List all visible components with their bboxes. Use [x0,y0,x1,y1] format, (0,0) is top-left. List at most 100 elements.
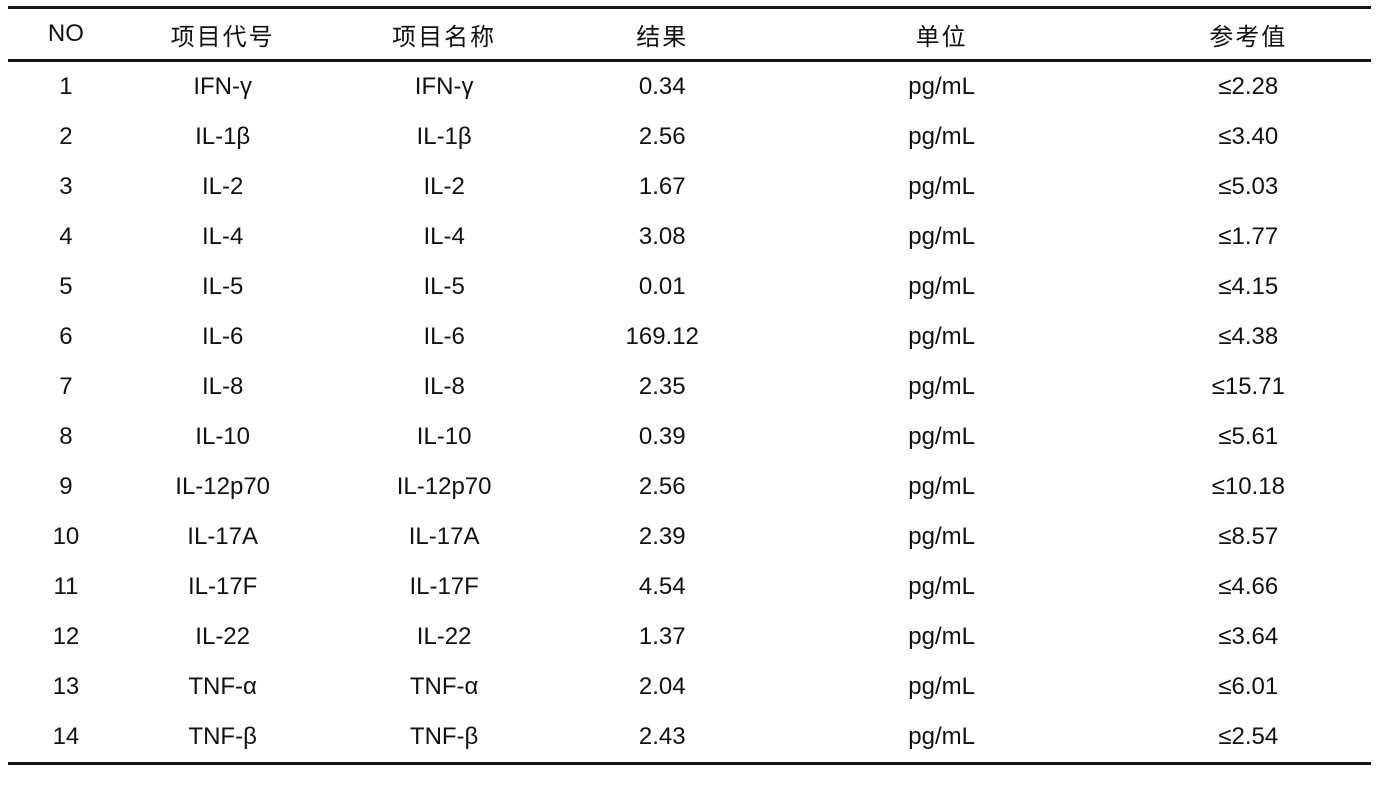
cell-code: IL-10 [195,423,250,450]
cell-result: 2.43 [638,723,686,750]
cell-name: TNF-β [409,723,479,750]
cell-ref: ≤3.64 [1218,623,1279,650]
column-header-item-name: 项目名称 [392,23,497,51]
cell-result: 1.37 [638,623,686,650]
cell-code: IL-22 [195,623,250,650]
cell-result: 1.67 [638,173,686,200]
cell-unit: pg/mL [908,423,975,450]
cell-ref: ≤4.15 [1218,273,1279,300]
cell-unit: pg/mL [908,373,975,400]
cell-code: IL-1β [195,123,251,150]
column-header-item-code: 项目代号 [170,23,275,51]
cell-ref: ≤15.71 [1211,373,1285,400]
cell-name: IL-12p70 [396,473,492,500]
cell-result: 2.35 [638,373,686,400]
cell-code: IL-6 [201,323,244,350]
table-body: 1 IFN-γ IFN-γ 0.34 pg/mL ≤2.28 2 IL-1β IL-1β 2.56… [8,61,1371,764]
cell-name: IL-17F [409,573,479,600]
table-row: 11 IL-17F IL-17F 4.54 pg/mL ≤4.66 [8,562,1371,612]
cell-no: 5 [59,273,73,300]
cell-result: 4.54 [638,573,686,600]
cell-name: IL-6 [423,323,465,350]
cell-code: IFN-γ [193,73,252,100]
cell-unit: pg/mL [908,223,975,250]
cell-unit: pg/mL [908,123,975,150]
cell-no: 10 [52,523,80,550]
column-header-unit: 单位 [915,23,968,51]
cell-result: 0.01 [638,273,686,300]
cell-unit: pg/mL [908,323,975,350]
cell-no: 8 [59,423,73,450]
cell-result: 2.04 [638,673,686,700]
cell-no: 9 [59,473,73,500]
table-row: 9 IL-12p70 IL-12p70 2.56 pg/mL ≤10.18 [8,462,1371,512]
cell-ref: ≤2.54 [1218,723,1279,750]
cytokine-results-table: NO 项目代号 项目名称 结果 单位 参考值 1 IFN-γ IFN-γ 0.34 pg… [8,6,1371,765]
cell-unit: pg/mL [908,623,975,650]
cell-ref: ≤6.01 [1218,673,1279,700]
column-header-result: 结果 [636,23,689,51]
cell-ref: ≤4.66 [1218,573,1279,600]
cell-unit: pg/mL [908,573,975,600]
cell-code: TNF-β [188,723,257,750]
cell-ref: ≤2.28 [1218,73,1279,100]
cell-name: IL-22 [416,623,472,650]
cell-unit: pg/mL [908,673,975,700]
cell-no: 3 [59,173,73,200]
table-header: NO 项目代号 项目名称 结果 单位 参考值 [8,7,1371,61]
cell-code: IL-8 [201,373,244,400]
table-row: 14 TNF-β TNF-β 2.43 pg/mL ≤2.54 [8,712,1371,764]
table-row: 10 IL-17A IL-17A 2.39 pg/mL ≤8.57 [8,512,1371,562]
cell-unit: pg/mL [908,73,975,100]
cell-unit: pg/mL [908,273,975,300]
cell-name: IFN-γ [414,73,474,100]
table-row: 8 IL-10 IL-10 0.39 pg/mL ≤5.61 [8,412,1371,462]
cell-no: 13 [52,673,80,700]
cell-name: IL-1β [416,123,472,150]
table-row: 6 IL-6 IL-6 169.12 pg/mL ≤4.38 [8,312,1371,362]
cell-result: 169.12 [625,323,699,350]
cell-ref: ≤5.03 [1218,173,1279,200]
cell-code: TNF-α [188,673,257,700]
cell-name: IL-2 [423,173,465,200]
table-row: 1 IFN-γ IFN-γ 0.34 pg/mL ≤2.28 [8,61,1371,113]
cell-name: IL-17A [408,523,480,550]
table-row: 4 IL-4 IL-4 3.08 pg/mL ≤1.77 [8,212,1371,262]
cell-ref: ≤10.18 [1211,473,1285,500]
cell-code: IL-4 [201,223,244,250]
cell-name: IL-5 [423,273,465,300]
cell-code: IL-12p70 [175,473,271,500]
cell-result: 3.08 [638,223,686,250]
table-row: 13 TNF-α TNF-α 2.04 pg/mL ≤6.01 [8,662,1371,712]
cell-no: 2 [59,123,73,150]
cell-no: 12 [52,623,80,650]
cell-no: 14 [52,723,80,750]
cell-ref: ≤8.57 [1218,523,1279,550]
table-row: 7 IL-8 IL-8 2.35 pg/mL ≤15.71 [8,362,1371,412]
cell-no: 11 [53,573,79,600]
cell-ref: ≤1.77 [1218,223,1279,250]
cell-code: IL-17A [187,523,259,550]
cell-result: 2.56 [638,123,686,150]
cell-no: 6 [59,323,73,350]
cell-unit: pg/mL [908,723,975,750]
cell-ref: ≤3.40 [1218,123,1279,150]
cell-result: 2.39 [638,523,686,550]
column-header-reference: 参考值 [1209,23,1288,51]
table-row: 5 IL-5 IL-5 0.01 pg/mL ≤4.15 [8,262,1371,312]
cell-ref: ≤4.38 [1218,323,1279,350]
cell-result: 0.34 [638,73,686,100]
cell-code: IL-5 [201,273,244,300]
cell-no: 1 [59,73,73,100]
cell-code: IL-2 [201,173,244,200]
table-row: 2 IL-1β IL-1β 2.56 pg/mL ≤3.40 [8,112,1371,162]
table-row: 3 IL-2 IL-2 1.67 pg/mL ≤5.03 [8,162,1371,212]
table-row: 12 IL-22 IL-22 1.37 pg/mL ≤3.64 [8,612,1371,662]
cell-name: IL-4 [423,223,465,250]
column-header-no: NO [47,20,84,47]
table-header-row: NO 项目代号 项目名称 结果 单位 参考值 [8,7,1371,61]
cell-result: 2.56 [638,473,686,500]
cell-name: IL-8 [423,373,465,400]
cell-name: TNF-α [409,673,479,700]
